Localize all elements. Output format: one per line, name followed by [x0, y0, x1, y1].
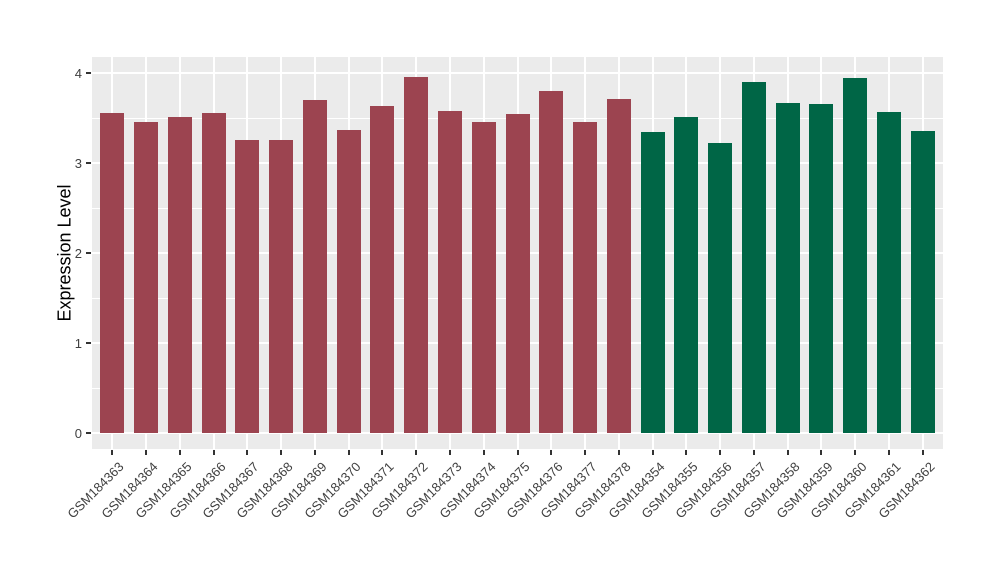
bar-GSM184369: [303, 100, 327, 433]
bar-GSM184356: [708, 143, 732, 433]
x-tick-GSM184363: [111, 450, 114, 455]
y-tick-2: [86, 252, 91, 254]
x-tick-GSM184370: [347, 450, 350, 455]
x-tick-GSM184377: [584, 450, 587, 455]
x-tick-GSM184367: [246, 450, 249, 455]
x-tick-GSM184371: [381, 450, 384, 455]
y-tick-label-1: 1: [74, 336, 82, 351]
x-tick-GSM184360: [854, 450, 857, 455]
x-tick-GSM184372: [415, 450, 418, 455]
x-tick-GSM184364: [145, 450, 148, 455]
bar-GSM184368: [269, 140, 293, 433]
x-tick-GSM184375: [516, 450, 519, 455]
y-tick-label-4: 4: [74, 66, 82, 81]
bar-GSM184360: [843, 78, 867, 433]
x-tick-GSM184369: [313, 450, 316, 455]
y-tick-label-2: 2: [74, 246, 82, 261]
bar-GSM184355: [674, 117, 698, 433]
y-tick-4: [86, 72, 91, 74]
bar-GSM184370: [337, 130, 361, 433]
x-tick-GSM184378: [617, 450, 620, 455]
bar-GSM184374: [472, 122, 496, 433]
x-tick-GSM184359: [820, 450, 823, 455]
x-tick-GSM184376: [550, 450, 553, 455]
x-tick-GSM184368: [280, 450, 283, 455]
x-tick-GSM184365: [178, 450, 181, 455]
bar-GSM184376: [539, 91, 563, 433]
x-tick-GSM184357: [752, 450, 755, 455]
x-tick-GSM184374: [482, 450, 485, 455]
bar-GSM184359: [809, 104, 833, 433]
bar-GSM184366: [202, 113, 226, 433]
bar-GSM184373: [438, 111, 462, 433]
y-tick-label-0: 0: [74, 426, 82, 441]
bar-GSM184354: [641, 132, 665, 433]
bar-GSM184378: [607, 99, 631, 433]
x-tick-GSM184373: [448, 450, 451, 455]
y-tick-3: [86, 162, 91, 164]
x-tick-GSM184366: [212, 450, 215, 455]
y-tick-0: [86, 432, 91, 434]
bar-GSM184375: [506, 114, 530, 433]
bar-GSM184365: [168, 117, 192, 433]
x-tick-GSM184356: [719, 450, 722, 455]
bar-GSM184364: [134, 122, 158, 433]
bar-GSM184361: [877, 112, 901, 433]
bar-GSM184363: [100, 113, 124, 433]
x-tick-GSM184355: [685, 450, 688, 455]
bar-GSM184372: [404, 77, 428, 433]
bar-GSM184371: [370, 106, 394, 433]
y-tick-1: [86, 342, 91, 344]
x-tick-GSM184361: [887, 450, 890, 455]
bar-GSM184358: [776, 103, 800, 433]
bar-GSM184357: [742, 82, 766, 433]
x-tick-GSM184362: [921, 450, 924, 455]
y-tick-label-3: 3: [74, 156, 82, 171]
bar-GSM184377: [573, 122, 597, 433]
x-tick-GSM184358: [786, 450, 789, 455]
x-tick-GSM184354: [651, 450, 654, 455]
bar-GSM184367: [235, 140, 259, 433]
bar-GSM184362: [911, 131, 935, 433]
chart-panel: [92, 57, 943, 449]
